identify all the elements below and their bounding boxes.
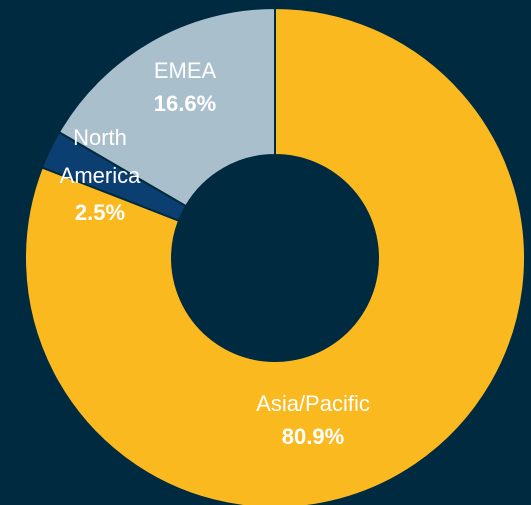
slice [24, 6, 526, 505]
slice-label: EMEA [154, 58, 217, 83]
slice-label: North America [60, 125, 141, 188]
slice-label: Asia/Pacific [256, 391, 370, 416]
value-label: 16.6% [154, 91, 216, 116]
label-line: North [73, 125, 127, 150]
value-label: 80.9% [282, 424, 344, 449]
slice [57, 6, 276, 208]
label-line: America [60, 163, 141, 188]
value-label: 2.5% [75, 200, 125, 225]
